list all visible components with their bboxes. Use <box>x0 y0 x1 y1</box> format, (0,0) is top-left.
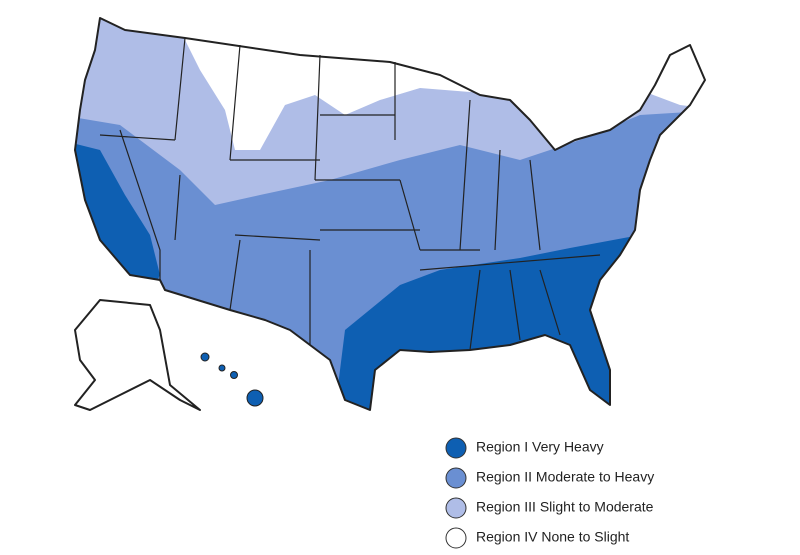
hawaii <box>200 352 264 407</box>
alaska-outline <box>74 299 201 411</box>
legend-swatch <box>445 497 467 519</box>
legend-swatch <box>445 467 467 489</box>
legend-label: Region I Very Heavy <box>476 439 604 455</box>
legend-swatch <box>445 437 467 459</box>
legend-label: Region II Moderate to Heavy <box>476 469 654 485</box>
state-lines <box>99 37 601 351</box>
legend-label: Region IV None to Slight <box>476 529 629 545</box>
legend: Region I Very Heavy Region II Moderate to… <box>445 437 654 549</box>
legend-swatch <box>445 527 467 549</box>
legend-label: Region III Slight to Moderate <box>476 499 654 515</box>
regions <box>75 18 705 410</box>
